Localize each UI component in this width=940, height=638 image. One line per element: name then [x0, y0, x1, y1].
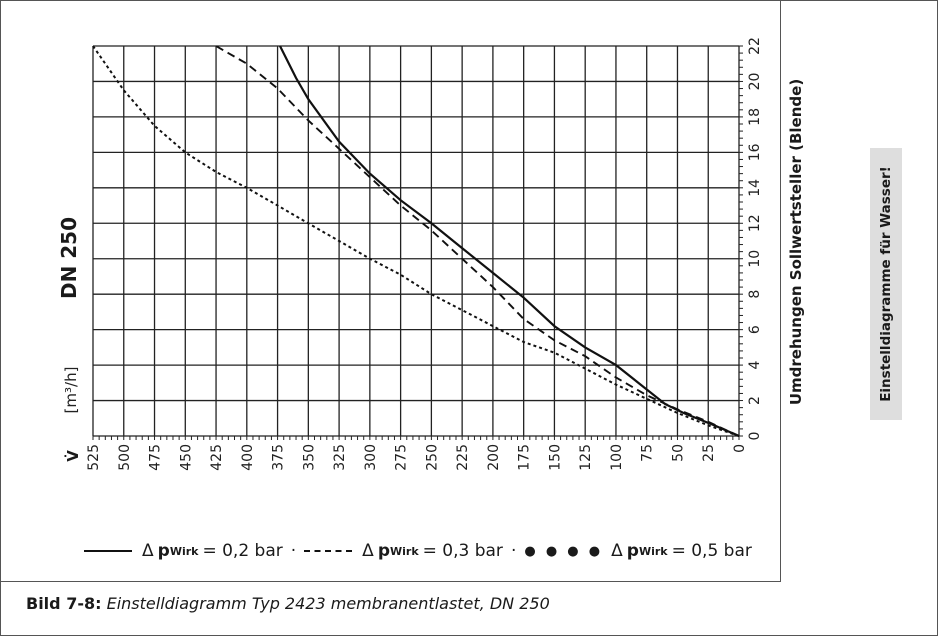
x-tick-label: 150	[547, 444, 563, 471]
legend-value: = 0,3 bar	[422, 541, 503, 561]
side-note-text: Einstelldiagramme für Wasser!	[878, 166, 894, 402]
legend-delta: Δ	[142, 541, 154, 561]
grid	[92, 45, 740, 437]
x-axis-label: V̇	[63, 450, 82, 462]
legend-swatch-solid	[84, 550, 132, 552]
y-tick-label: 0	[747, 432, 763, 441]
x-tick-label: 400	[240, 444, 256, 471]
series-line-solid	[279, 45, 740, 438]
legend-swatch-dotted: ● ● ● ●	[524, 543, 604, 559]
y-tick-label: 20	[747, 73, 763, 91]
x-tick-label: 425	[209, 444, 225, 471]
minor-ticks	[92, 45, 743, 440]
y-tick-label: 14	[747, 179, 763, 197]
y-tick-label: 22	[747, 37, 763, 55]
x-tick-label: 200	[486, 444, 502, 471]
x-tick-label: 325	[332, 444, 348, 471]
legend-value: = 0,5 bar	[671, 541, 752, 561]
caption-divider	[0, 581, 780, 582]
legend-delta: Δ	[611, 541, 623, 561]
y-tick-label: 16	[747, 143, 763, 161]
x-tick-label: 475	[148, 444, 164, 471]
legend-symbol: p	[377, 541, 390, 561]
x-tick-label: 250	[424, 444, 440, 471]
legend-symbol: p	[626, 541, 639, 561]
legend-symbol: p	[157, 541, 170, 561]
y-tick-label: 10	[747, 250, 763, 268]
legend-subscript: Wirk	[169, 544, 199, 558]
nominal-size-label: DN 250	[57, 217, 81, 299]
legend-separator: ·	[510, 541, 517, 561]
y-tick-label: 8	[747, 290, 763, 299]
x-tick-label: 0	[732, 444, 748, 453]
x-tick-label: 225	[455, 444, 471, 471]
legend-subscript: Wirk	[389, 544, 419, 558]
x-tick-label: 125	[578, 444, 594, 471]
x-unit-label: [m³/h]	[62, 367, 80, 414]
legend-separator: ·	[290, 541, 297, 561]
series-line-dotted	[92, 45, 740, 437]
x-tick-label: 175	[517, 444, 533, 471]
series-line-dashed	[215, 45, 740, 437]
legend-subscript: Wirk	[638, 544, 668, 558]
y-axis-label: Umdrehungen Sollwertsteller (Blende)	[787, 79, 805, 405]
x-tick-label: 375	[271, 444, 287, 471]
x-tick-label: 50	[670, 444, 686, 462]
x-tick-label: 450	[178, 444, 194, 471]
x-tick-label: 25	[701, 444, 717, 462]
side-note-box: Einstelldiagramme für Wasser!	[870, 148, 902, 420]
series-lines	[92, 45, 740, 438]
legend-delta: Δ	[362, 541, 374, 561]
x-tick-label: 75	[640, 444, 656, 462]
side-divider	[780, 0, 781, 582]
legend-swatch-dashed	[304, 550, 353, 552]
figure-caption: Bild 7-8: Einstelldiagramm Typ 2423 memb…	[26, 594, 766, 624]
caption-label: Bild 7-8:	[26, 594, 102, 613]
y-tick-label: 2	[747, 396, 763, 405]
x-tick-label: 500	[117, 444, 133, 471]
x-tick-labels: 525 500 475 450 425 400 375 350 325 300 275 250 225 2…	[86, 444, 748, 471]
x-tick-label: 525	[86, 444, 102, 471]
x-tick-label: 350	[301, 444, 317, 471]
x-tick-label: 100	[609, 444, 625, 471]
legend-value: = 0,2 bar	[202, 541, 283, 561]
y-tick-label: 6	[747, 325, 763, 334]
x-tick-label: 300	[363, 444, 379, 471]
x-tick-label: 275	[394, 444, 410, 471]
y-tick-label: 4	[747, 361, 763, 370]
y-tick-labels: 0 2 4 6 8 10 12 14 16 18 20 22	[747, 37, 763, 440]
y-tick-label: 18	[747, 108, 763, 126]
y-tick-label: 12	[747, 214, 763, 232]
caption-text: Einstelldiagramm Typ 2423 membranentlast…	[106, 594, 550, 613]
